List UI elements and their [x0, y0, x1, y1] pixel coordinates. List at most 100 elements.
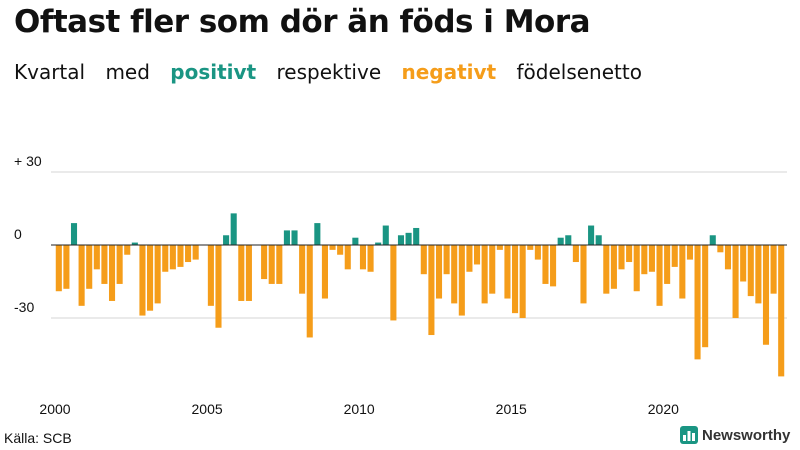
- bar: [724, 245, 732, 270]
- subtitle-word-kvartal: Kvartal: [14, 60, 86, 84]
- bar: [139, 245, 146, 316]
- bar: [496, 245, 503, 250]
- bar: [648, 245, 655, 272]
- bar: [93, 245, 100, 270]
- bar: [162, 245, 169, 272]
- bar: [534, 245, 541, 260]
- y-tick-label: 0: [14, 226, 22, 242]
- bar: [329, 245, 336, 250]
- bar: [762, 245, 770, 345]
- bar: [70, 223, 78, 245]
- bar: [390, 245, 397, 321]
- brand-name: Newsworthy: [702, 426, 791, 444]
- bar: [709, 235, 716, 245]
- x-tick-label: 2005: [192, 401, 223, 417]
- bar: [359, 245, 367, 270]
- bar: [116, 245, 123, 284]
- source-label: Källa: SCB: [4, 430, 72, 446]
- bar: [261, 245, 268, 280]
- bar: [489, 245, 496, 294]
- bar: [344, 245, 351, 270]
- bar: [504, 245, 511, 299]
- bar: [291, 230, 298, 245]
- bar: [382, 225, 389, 245]
- bar: [321, 245, 328, 299]
- subtitle-negative-label: negativt: [401, 60, 497, 84]
- bar: [595, 235, 602, 245]
- bar: [337, 245, 344, 255]
- bar: [375, 242, 382, 245]
- bar: [314, 223, 321, 245]
- bar: [641, 245, 648, 275]
- bar: [572, 245, 579, 263]
- bar: [778, 245, 785, 377]
- bar: [131, 242, 138, 245]
- y-tick-label: + 30: [14, 153, 42, 169]
- bar: [435, 245, 443, 299]
- bar: [755, 245, 762, 304]
- bar: [512, 245, 519, 314]
- bar: [740, 245, 747, 282]
- bar: [656, 245, 663, 306]
- x-tick-label: 2015: [496, 401, 527, 417]
- x-tick-label: 2000: [39, 401, 70, 417]
- bar: [420, 245, 427, 275]
- bar: [268, 245, 275, 284]
- subtitle-word-respektive: respektive: [276, 60, 382, 84]
- bar: [283, 230, 290, 245]
- bar: [124, 245, 131, 255]
- chart-title: Oftast fler som dör än föds i Mora: [14, 4, 591, 40]
- bar: [527, 245, 534, 250]
- bar: [557, 237, 564, 245]
- bar: [185, 245, 192, 263]
- bar: [747, 245, 754, 297]
- y-tick-label: -30: [14, 299, 34, 315]
- bar: [671, 245, 678, 267]
- bar: [732, 245, 739, 318]
- bar: [276, 245, 283, 284]
- bar: [686, 245, 693, 260]
- bar: [565, 235, 572, 245]
- bar: [603, 245, 610, 294]
- bar: [101, 245, 108, 284]
- bar: [405, 232, 412, 245]
- bar: [223, 235, 230, 245]
- bar: [78, 245, 85, 306]
- bar: [717, 245, 724, 253]
- bar: [633, 245, 640, 292]
- bar: [413, 227, 420, 245]
- bar: [443, 245, 450, 275]
- bar: [702, 245, 709, 348]
- brand: Newsworthy: [680, 426, 790, 444]
- bar: [428, 245, 435, 336]
- bar: [664, 245, 671, 284]
- bar: [550, 245, 557, 287]
- bar: [618, 245, 625, 270]
- bar: [770, 245, 777, 294]
- bar: [519, 245, 526, 318]
- x-tick-label: 2020: [648, 401, 679, 417]
- bar: [108, 245, 116, 301]
- bar: [192, 245, 199, 260]
- bar: [679, 245, 686, 299]
- bar: [215, 245, 222, 328]
- bar: [299, 245, 306, 294]
- bar: [580, 245, 587, 304]
- bar: [610, 245, 617, 289]
- bar: [169, 245, 176, 270]
- bar: [238, 245, 245, 301]
- bar: [154, 245, 161, 304]
- bar: [588, 225, 595, 245]
- bar: [207, 245, 214, 306]
- bar: [86, 245, 93, 289]
- bar: [55, 245, 62, 292]
- bar: [473, 245, 481, 265]
- bar: [230, 213, 237, 245]
- bar: [626, 245, 633, 263]
- bar: [352, 237, 359, 245]
- newsworthy-logo-icon: [680, 426, 698, 444]
- bar: [147, 245, 154, 311]
- bar: [177, 245, 184, 267]
- bar: [481, 245, 488, 304]
